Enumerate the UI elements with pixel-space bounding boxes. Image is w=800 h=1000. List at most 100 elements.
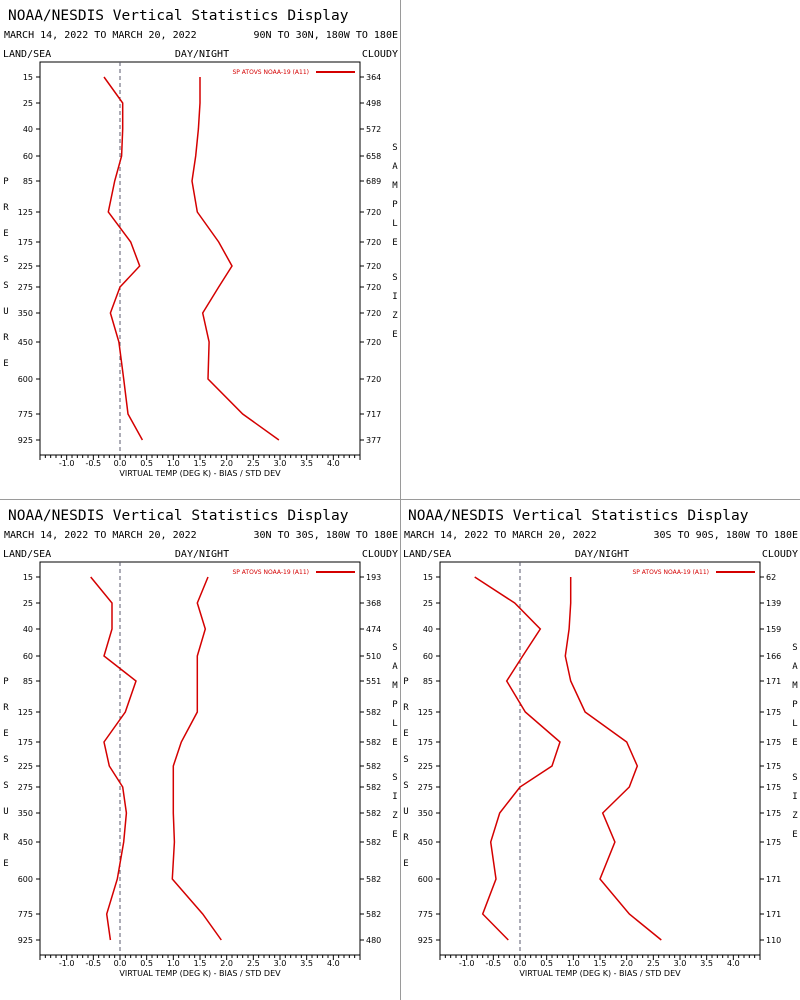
cloudy-label: CLOUDY bbox=[762, 549, 798, 560]
x-tick-label: 3.0 bbox=[274, 459, 287, 468]
plot-frame bbox=[439, 561, 761, 956]
bias-series-line bbox=[474, 576, 561, 941]
x-tick-label: 2.0 bbox=[620, 959, 633, 968]
y-axis-label-letter: U bbox=[3, 307, 8, 317]
day-night-label: DAY/NIGHT bbox=[175, 49, 229, 60]
x-tick-label: 3.0 bbox=[274, 959, 287, 968]
day-night-label: DAY/NIGHT bbox=[175, 549, 229, 560]
sample-size-tick-label: 62 bbox=[766, 573, 776, 582]
y2-axis-label-letter: I bbox=[392, 792, 397, 802]
sample-size-tick-label: 139 bbox=[766, 599, 781, 608]
y-axis-label-letter: P bbox=[403, 677, 409, 687]
sample-size-tick-label: 175 bbox=[766, 738, 781, 747]
x-tick-label: 4.0 bbox=[327, 959, 340, 968]
sample-size-tick-label: 368 bbox=[366, 599, 381, 608]
y2-axis-label-letter: S bbox=[392, 773, 397, 783]
pressure-tick-label: 175 bbox=[18, 238, 33, 247]
legend-label: SP ATOVS NOAA-19 (A11) bbox=[632, 569, 709, 576]
x-tick-label: 1.5 bbox=[194, 959, 207, 968]
y2-axis-label-letter: E bbox=[392, 238, 397, 248]
sample-size-tick-label: 582 bbox=[366, 783, 381, 792]
sample-size-tick-label: 689 bbox=[366, 177, 381, 186]
x-axis-label: VIRTUAL TEMP (DEG K) - BIAS / STD DEV bbox=[119, 469, 281, 478]
pressure-tick-label: 60 bbox=[423, 652, 433, 661]
y2-axis-label-letter: I bbox=[392, 292, 397, 302]
pressure-tick-label: 225 bbox=[18, 762, 33, 771]
y2-axis-label-letter: E bbox=[392, 330, 397, 340]
chart-region: 30N TO 30S, 180W TO 180E bbox=[254, 530, 399, 541]
chart-region: 90N TO 30N, 180W TO 180E bbox=[254, 30, 399, 41]
x-axis-label: VIRTUAL TEMP (DEG K) - BIAS / STD DEV bbox=[519, 969, 681, 978]
y2-axis-label-letter: E bbox=[392, 830, 397, 840]
chart-title: NOAA/NESDIS Vertical Statistics Display bbox=[8, 8, 349, 24]
chart-region: 30S TO 90S, 180W TO 180E bbox=[654, 530, 799, 541]
y-axis-label-letter: E bbox=[3, 359, 8, 369]
pressure-tick-label: 925 bbox=[18, 936, 33, 945]
sample-size-tick-label: 480 bbox=[366, 936, 381, 945]
pressure-tick-label: 85 bbox=[23, 677, 33, 686]
sample-size-tick-label: 510 bbox=[366, 652, 381, 661]
land-sea-label: LAND/SEA bbox=[3, 549, 51, 560]
pressure-tick-label: 600 bbox=[18, 875, 33, 884]
pressure-tick-label: 40 bbox=[423, 625, 433, 634]
day-night-label: DAY/NIGHT bbox=[575, 549, 629, 560]
sample-size-tick-label: 658 bbox=[366, 152, 381, 161]
pressure-tick-label: 775 bbox=[418, 910, 433, 919]
y2-axis-label-letter: S bbox=[392, 643, 397, 653]
sample-size-tick-label: 498 bbox=[366, 99, 381, 108]
panel-divider-horizontal bbox=[0, 499, 800, 500]
sample-size-tick-label: 582 bbox=[366, 708, 381, 717]
sample-size-tick-label: 582 bbox=[366, 738, 381, 747]
y-axis-label-letter: R bbox=[3, 203, 9, 213]
x-tick-label: 2.0 bbox=[220, 959, 233, 968]
x-tick-label: 1.0 bbox=[567, 959, 580, 968]
pressure-tick-label: 125 bbox=[18, 208, 33, 217]
y2-axis-label-letter: Z bbox=[392, 311, 398, 321]
stddev-series-line bbox=[564, 577, 662, 941]
sample-size-tick-label: 193 bbox=[366, 573, 381, 582]
panel-divider-vertical bbox=[400, 0, 401, 1000]
y2-axis-label-letter: A bbox=[392, 662, 398, 672]
y2-axis-label-letter: P bbox=[792, 700, 798, 710]
pressure-tick-label: 350 bbox=[418, 809, 433, 818]
x-tick-label: -0.5 bbox=[86, 959, 102, 968]
pressure-tick-label: 25 bbox=[23, 99, 33, 108]
x-tick-label: 1.5 bbox=[194, 459, 207, 468]
y-axis-label-letter: R bbox=[3, 333, 9, 343]
pressure-tick-label: 775 bbox=[18, 910, 33, 919]
x-tick-label: 0.5 bbox=[140, 959, 153, 968]
pressure-tick-label: 85 bbox=[423, 677, 433, 686]
y-axis-label-letter: E bbox=[403, 859, 408, 869]
chart-date-range: MARCH 14, 2022 TO MARCH 20, 2022 bbox=[404, 530, 597, 541]
sample-size-tick-label: 474 bbox=[366, 625, 381, 634]
pressure-tick-label: 450 bbox=[18, 338, 33, 347]
sample-size-tick-label: 175 bbox=[766, 809, 781, 818]
sample-size-tick-label: 364 bbox=[366, 73, 381, 82]
sample-size-tick-label: 171 bbox=[766, 910, 781, 919]
legend-label: SP ATOVS NOAA-19 (A11) bbox=[232, 69, 309, 76]
y-axis-label-letter: R bbox=[403, 833, 409, 843]
pressure-tick-label: 25 bbox=[423, 599, 433, 608]
x-tick-label: -0.5 bbox=[486, 959, 502, 968]
y-axis-label-letter: S bbox=[3, 755, 8, 765]
sample-size-tick-label: 717 bbox=[366, 410, 381, 419]
chart-panel-south: NOAA/NESDIS Vertical Statistics Display M… bbox=[400, 500, 800, 1000]
sample-size-tick-label: 720 bbox=[366, 238, 381, 247]
sample-size-tick-label: 175 bbox=[766, 708, 781, 717]
y2-axis-label-letter: L bbox=[792, 719, 797, 729]
sample-size-tick-label: 720 bbox=[366, 208, 381, 217]
y2-axis-label-letter: E bbox=[792, 830, 797, 840]
y2-axis-label-letter: E bbox=[392, 738, 397, 748]
bias-series-line bbox=[90, 576, 137, 941]
chart-svg: NOAA/NESDIS Vertical Statistics Display M… bbox=[3, 8, 399, 478]
y-axis-label-letter: E bbox=[3, 229, 8, 239]
pressure-tick-label: 85 bbox=[23, 177, 33, 186]
pressure-tick-label: 175 bbox=[418, 738, 433, 747]
y2-axis-label-letter: M bbox=[792, 681, 798, 691]
cloudy-label: CLOUDY bbox=[362, 549, 398, 560]
x-tick-label: 4.0 bbox=[727, 959, 740, 968]
land-sea-label: LAND/SEA bbox=[3, 49, 51, 60]
x-tick-label: 0.0 bbox=[114, 459, 127, 468]
sample-size-tick-label: 720 bbox=[366, 283, 381, 292]
y-axis-label-letter: S bbox=[3, 281, 8, 291]
